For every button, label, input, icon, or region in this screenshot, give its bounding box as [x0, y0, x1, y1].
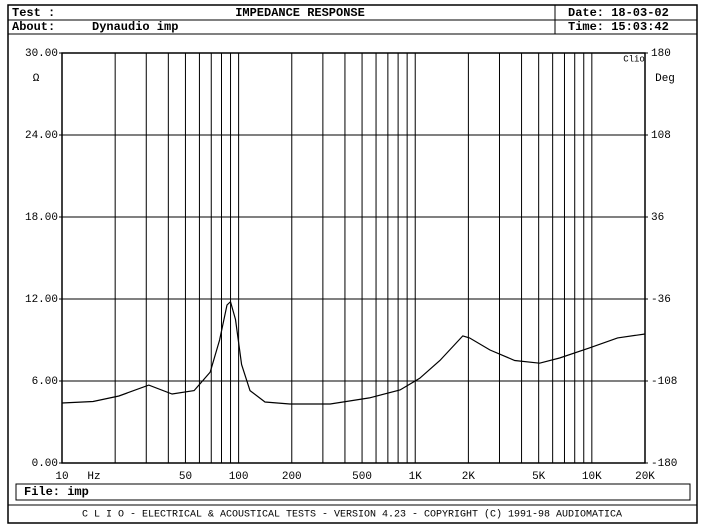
- y-tick-label: 0.00: [32, 458, 58, 470]
- brand: Clio: [623, 54, 645, 64]
- footer: C L I O - ELECTRICAL & ACOUSTICAL TESTS …: [82, 509, 622, 521]
- y2-tick-label: -36: [651, 294, 671, 306]
- plot-area: [61, 52, 646, 464]
- y-tick-label: 18.00: [25, 212, 58, 224]
- y2-tick-label: 36: [651, 212, 664, 224]
- y-unit: Ω: [33, 73, 40, 85]
- y-tick-label: 6.00: [32, 376, 58, 388]
- y2-tick-label: 108: [651, 130, 671, 142]
- y-tick-label: 12.00: [25, 294, 58, 306]
- x-tick-label: 50: [179, 471, 192, 483]
- x-tick-label: 10: [55, 471, 68, 483]
- y2-unit: Deg: [655, 73, 675, 85]
- y2-tick-label: -108: [651, 376, 677, 388]
- file-box: [15, 483, 691, 501]
- y2-tick-label: -180: [651, 458, 677, 470]
- y-tick-label: 30.00: [25, 48, 58, 60]
- x-tick-label: 100: [229, 471, 249, 483]
- date: Date: 18-03-02: [568, 6, 669, 20]
- test-label: Test :: [12, 6, 55, 20]
- x-tick-label: 10K: [582, 471, 602, 483]
- about-label: About:: [12, 20, 55, 34]
- x-tick-label: 500: [352, 471, 372, 483]
- x-tick-label: 2K: [462, 471, 476, 483]
- x-unit: Hz: [87, 471, 100, 483]
- chart-title: IMPEDANCE RESPONSE: [235, 6, 365, 20]
- time: Time: 15:03:42: [568, 20, 669, 34]
- y2-tick-label: 180: [651, 48, 671, 60]
- x-tick-label: 200: [282, 471, 302, 483]
- x-tick-label: 5K: [532, 471, 546, 483]
- x-tick-label: 20K: [635, 471, 655, 483]
- x-tick-label: 1K: [409, 471, 423, 483]
- file: File: imp: [24, 485, 89, 499]
- about: Dynaudio imp: [92, 20, 178, 34]
- impedance-line: [61, 300, 646, 405]
- y-tick-label: 24.00: [25, 130, 58, 142]
- frame: [7, 4, 698, 524]
